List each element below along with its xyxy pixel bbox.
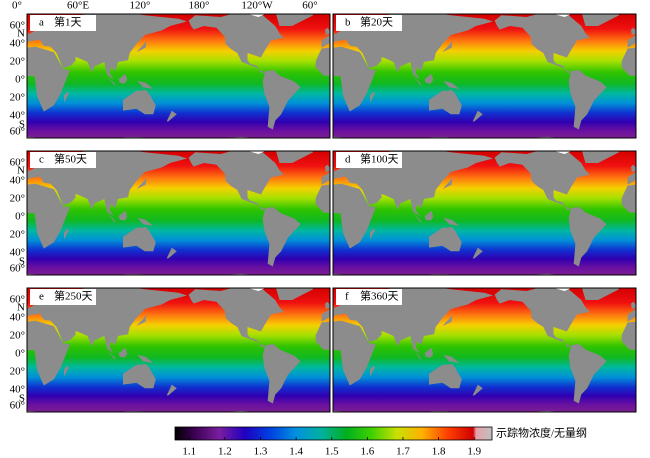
lat-label: 60° xyxy=(10,126,25,138)
panel-label-box xyxy=(30,152,96,168)
lat-label: 40° xyxy=(10,384,25,396)
lat-label: 0° xyxy=(15,348,25,360)
lon-label: 0° xyxy=(12,0,22,12)
panel-letter: a xyxy=(39,17,44,29)
panel-letter: f xyxy=(345,291,349,303)
colorbar-tick-label: 1.4 xyxy=(289,446,303,458)
lat-label: N xyxy=(17,28,25,40)
colorbar-tick-label: 1.8 xyxy=(432,446,446,458)
lat-label: 20° xyxy=(10,56,25,68)
panel-label-box xyxy=(336,289,402,305)
lat-label: 20° xyxy=(10,330,25,342)
panel-title: 第250天 xyxy=(54,289,93,303)
panel-letter: e xyxy=(39,291,44,303)
colorbar-tick-label: 1.9 xyxy=(467,446,481,458)
lat-label: 40° xyxy=(10,110,25,122)
lat-label: 40° xyxy=(10,312,25,324)
lat-label: 20° xyxy=(10,366,25,378)
panel-border xyxy=(26,13,331,139)
lat-label: 20° xyxy=(10,229,25,241)
lat-label: 60° xyxy=(10,263,25,275)
lon-label: 60°E xyxy=(67,0,89,12)
lat-label: N xyxy=(17,302,25,314)
lon-label: 60° xyxy=(302,0,317,12)
lat-label: 0° xyxy=(15,74,25,86)
lat-label: 40° xyxy=(10,247,25,259)
lat-label: S xyxy=(19,256,25,268)
lat-label: 60° xyxy=(10,157,25,169)
lat-label: 40° xyxy=(10,38,25,50)
panel-label-box xyxy=(336,152,402,168)
lat-label: 60° xyxy=(10,400,25,412)
lat-label: S xyxy=(19,119,25,131)
panel-letter: c xyxy=(39,154,44,166)
map-panel: b 第20天 xyxy=(332,13,637,139)
panel-border xyxy=(332,150,637,276)
colorbar-tick-label: 1.7 xyxy=(396,446,410,458)
colorbar-tick-label: 1.5 xyxy=(325,446,339,458)
panel-title: 第360天 xyxy=(360,289,399,303)
colorbar-tick-label: 1.3 xyxy=(254,446,268,458)
lon-label: 120° xyxy=(130,0,151,12)
lat-label: 60° xyxy=(10,20,25,32)
lat-label: 60° xyxy=(10,294,25,306)
panel-label-box xyxy=(336,15,402,31)
colorbar-tick-label: 1.2 xyxy=(218,446,232,458)
lat-label: S xyxy=(19,393,25,405)
map-panel: f 第360天 xyxy=(332,287,637,413)
lat-label: 40° xyxy=(10,175,25,187)
panel-title: 第20天 xyxy=(360,15,393,29)
panel-border xyxy=(26,150,331,276)
colorbar-label: 示踪物浓度/无量纲 xyxy=(496,426,587,440)
map-panel: d 第100天 xyxy=(332,150,637,276)
panel-border xyxy=(26,287,331,413)
lon-label: 180° xyxy=(189,0,210,12)
colorbar-tick-label: 1.1 xyxy=(182,446,196,458)
panel-title: 第100天 xyxy=(360,152,399,166)
panel-title: 第50天 xyxy=(54,152,87,166)
panel-border xyxy=(332,13,637,139)
panel-label-box xyxy=(30,289,96,305)
panel-letter: d xyxy=(345,154,351,166)
colorbar-tick-label: 1.6 xyxy=(360,446,374,458)
panel-border xyxy=(332,287,637,413)
panel-title: 第1天 xyxy=(54,15,82,29)
colorbar xyxy=(174,426,493,441)
lon-label: 120°W xyxy=(241,0,273,12)
lat-label: N xyxy=(17,165,25,177)
lat-label: 20° xyxy=(10,92,25,104)
lat-label: 20° xyxy=(10,193,25,205)
panel-label-box xyxy=(30,15,96,31)
lat-label: 0° xyxy=(15,211,25,223)
panel-letter: b xyxy=(345,17,351,29)
